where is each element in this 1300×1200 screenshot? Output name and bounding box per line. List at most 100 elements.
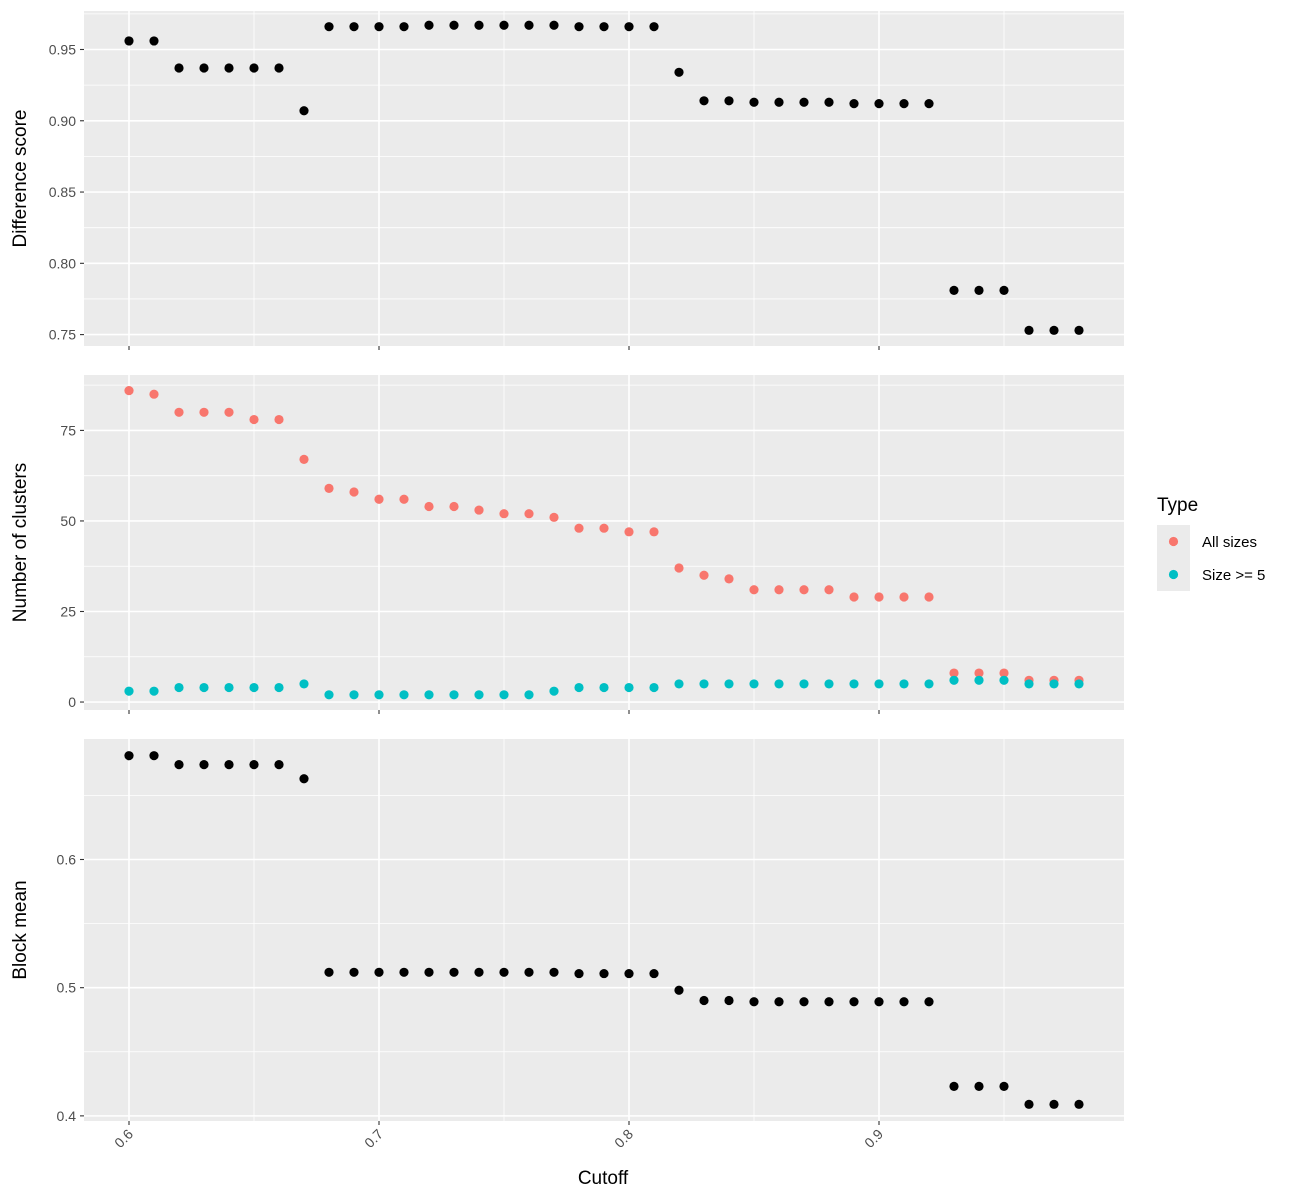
y-tick-label: 0.5 <box>57 980 77 996</box>
data-point <box>874 592 884 602</box>
y-tick-label: 0.75 <box>49 327 76 343</box>
y-tick-label: 0.95 <box>49 41 76 57</box>
data-point <box>774 679 784 689</box>
data-point <box>399 690 409 700</box>
data-point <box>1024 325 1034 335</box>
x-tick-label: 0.8 <box>611 1126 636 1151</box>
data-point <box>374 967 384 977</box>
data-point <box>324 967 334 977</box>
data-point <box>524 967 534 977</box>
data-point <box>749 679 759 689</box>
data-point <box>924 99 934 109</box>
legend-item: Size >= 5 <box>1157 558 1265 591</box>
data-point <box>549 512 559 522</box>
plot-panels: 0.75 0.80 0.85 0.90 0.95 Difference score 0 25 5… <box>10 11 1124 1151</box>
legend-label: Size >= 5 <box>1202 567 1265 584</box>
data-point <box>649 968 659 979</box>
data-point <box>974 285 984 296</box>
data-point <box>124 385 134 396</box>
panel-background <box>84 375 1124 710</box>
series-points <box>124 675 1084 700</box>
data-point <box>574 22 584 32</box>
data-point <box>224 760 234 770</box>
y-tick-label: 0 <box>68 694 76 710</box>
y-tick-label: 0.4 <box>57 1108 77 1124</box>
series-points <box>124 20 1084 335</box>
legend-symbol <box>1168 536 1179 547</box>
y-tick-label: 25 <box>60 603 76 619</box>
y-tick-label: 0.90 <box>49 113 76 129</box>
data-point <box>874 679 884 689</box>
data-point <box>899 99 909 109</box>
data-point <box>824 585 834 595</box>
y-tick-label: 0.6 <box>57 851 77 867</box>
data-point <box>149 36 159 46</box>
data-point <box>474 20 484 30</box>
data-point <box>674 679 684 689</box>
data-point <box>799 585 809 595</box>
data-point <box>474 690 484 700</box>
data-point <box>524 20 534 30</box>
data-point <box>174 63 184 73</box>
data-point <box>974 668 984 678</box>
data-point <box>849 997 859 1007</box>
data-point <box>399 494 409 504</box>
data-point <box>449 501 459 512</box>
y-tick-label: 50 <box>60 513 76 529</box>
data-point <box>574 682 584 693</box>
data-point <box>1074 1099 1084 1109</box>
data-point <box>674 67 684 77</box>
data-point <box>299 106 309 116</box>
x-tick-label: 0.6 <box>111 1126 136 1151</box>
data-point <box>424 690 434 700</box>
data-point <box>749 997 759 1007</box>
data-point <box>599 22 609 32</box>
data-point <box>499 690 509 700</box>
data-point <box>499 20 509 30</box>
data-point <box>474 505 484 515</box>
data-point <box>974 675 984 685</box>
data-point <box>399 967 409 977</box>
data-point <box>349 487 359 497</box>
data-point <box>774 97 784 107</box>
data-point <box>174 760 184 770</box>
data-point <box>974 1081 984 1091</box>
data-point <box>374 22 384 32</box>
data-point <box>549 967 559 977</box>
data-point <box>324 22 334 32</box>
data-point <box>674 563 684 573</box>
data-point <box>124 751 134 761</box>
data-point <box>649 527 659 537</box>
data-point <box>224 407 234 417</box>
data-point <box>349 690 359 700</box>
data-point <box>1024 679 1034 689</box>
data-point <box>149 686 159 696</box>
data-point <box>449 690 459 700</box>
data-point <box>399 22 409 32</box>
x-tick-label: 0.7 <box>361 1126 386 1151</box>
data-point <box>199 63 209 73</box>
legend-item: All sizes <box>1157 525 1257 558</box>
data-point <box>199 760 209 770</box>
series-points <box>124 751 1084 1109</box>
data-point <box>449 967 459 977</box>
legend-title: Type <box>1157 495 1198 516</box>
data-point <box>249 414 259 425</box>
data-point <box>824 97 834 107</box>
data-point <box>924 592 934 602</box>
data-point <box>649 22 659 32</box>
data-point <box>1049 679 1059 689</box>
data-point <box>374 690 384 700</box>
data-point <box>799 997 809 1007</box>
data-point <box>149 389 159 399</box>
data-point <box>624 968 634 979</box>
data-point <box>699 570 709 580</box>
data-point <box>749 97 759 107</box>
panel-background <box>84 739 1124 1121</box>
data-point <box>1049 325 1059 335</box>
data-point <box>499 509 509 519</box>
data-point <box>949 675 959 685</box>
data-point <box>274 760 284 770</box>
data-point <box>224 63 234 73</box>
data-point <box>874 997 884 1007</box>
